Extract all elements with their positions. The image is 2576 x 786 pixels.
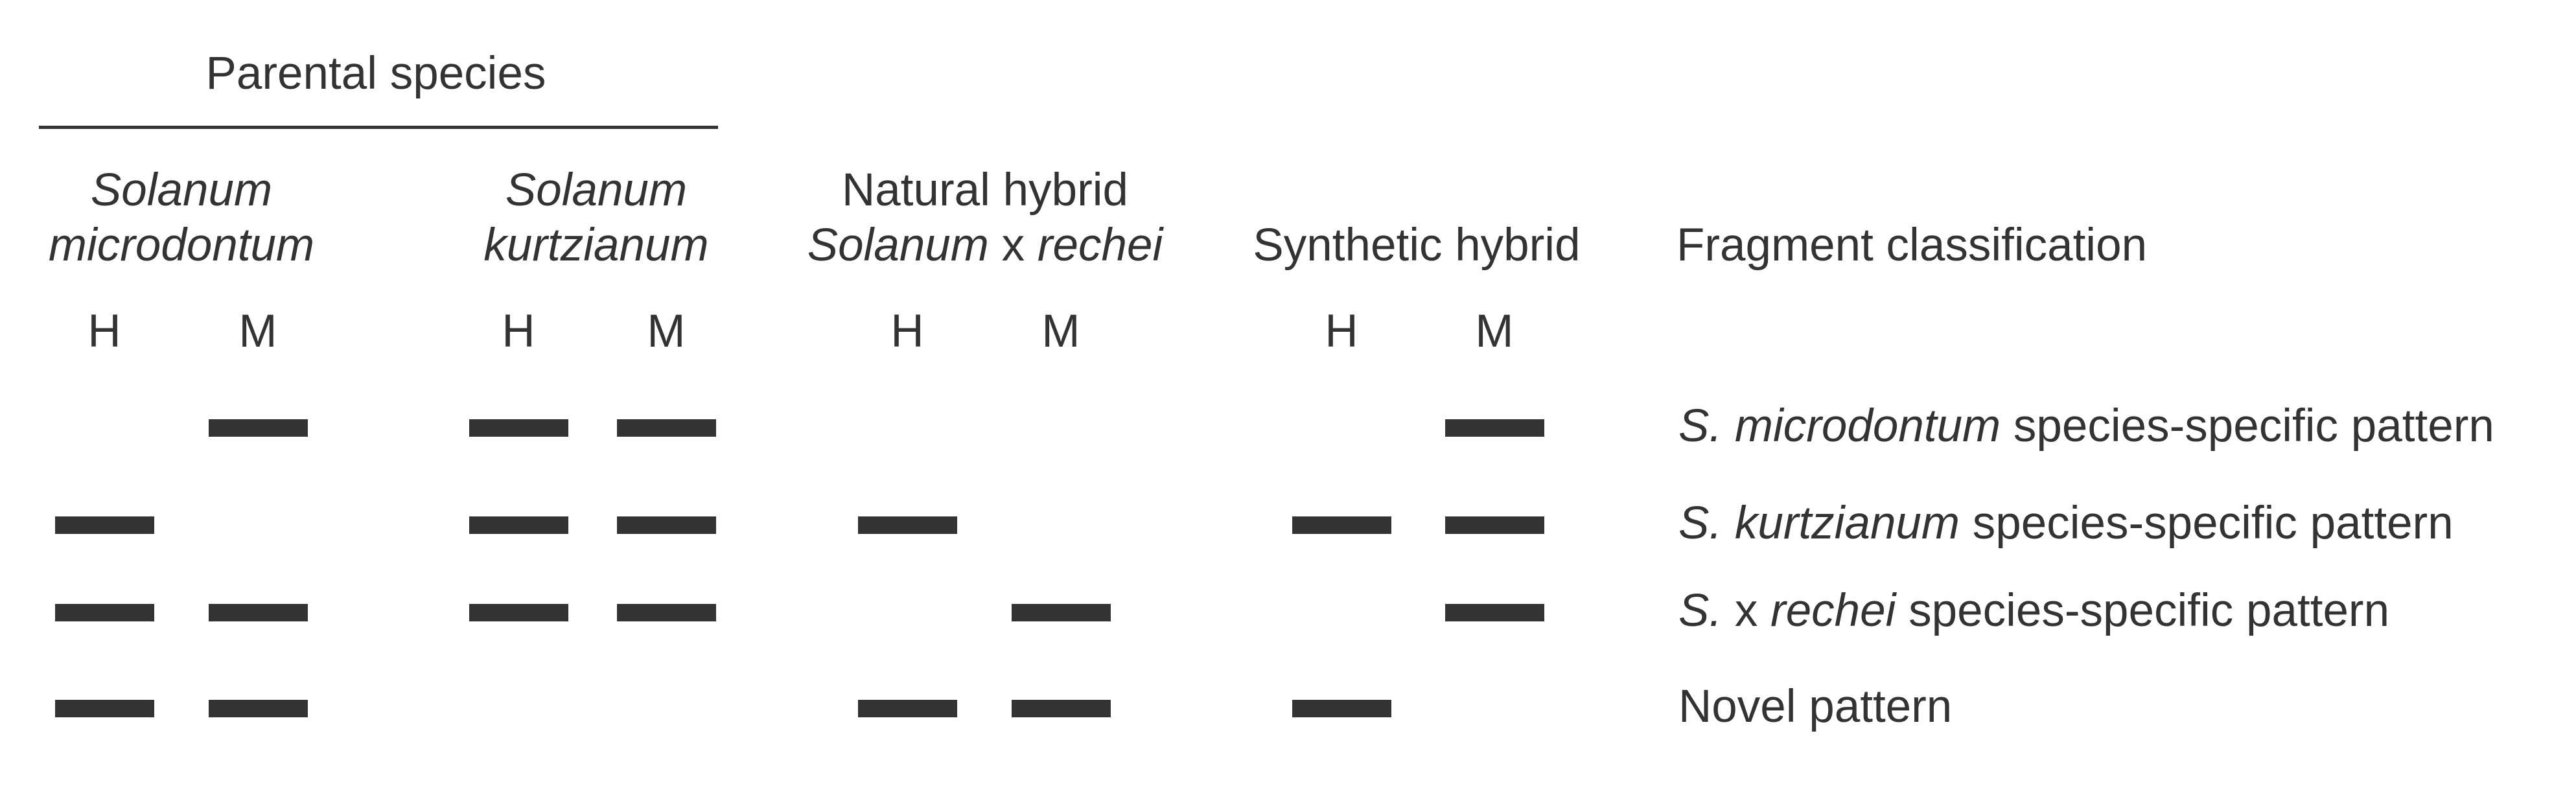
band (616, 516, 716, 534)
band (54, 700, 154, 717)
label-segment: rechei (1770, 585, 1896, 636)
band (616, 604, 716, 621)
row-classification-label: Novel pattern (1678, 684, 1952, 730)
lane-label-m: M (1475, 306, 1514, 357)
band (54, 604, 154, 621)
lane-label-h: H (1325, 306, 1358, 357)
label-segment: rechei (1037, 220, 1163, 271)
lane-label-m: M (647, 306, 686, 357)
label-segment: kurtzianum (1734, 498, 1960, 549)
column-header-1-label-line1: Solanum (91, 167, 272, 213)
lane-label-m: M (238, 306, 277, 357)
lane-label-h: H (890, 306, 924, 357)
band (469, 604, 568, 621)
label-segment: S. (1678, 585, 1723, 636)
band (208, 604, 308, 621)
column-header-4-label-line2: Synthetic hybrid (1253, 222, 1580, 268)
band (1011, 700, 1111, 717)
band (54, 516, 154, 534)
band (1445, 604, 1544, 621)
label-segment: x (1722, 585, 1771, 636)
label-segment: microdontum (1734, 400, 2001, 452)
band (1292, 516, 1391, 534)
column-header-2-label-line1: Solanum (505, 167, 687, 213)
lane-label-h: H (502, 306, 535, 357)
label-segment: Solanum (90, 165, 273, 216)
label-segment: Natural hybrid (842, 165, 1128, 216)
band (616, 419, 716, 437)
band (208, 419, 308, 437)
column-header-2-label-line2: kurtzianum (483, 222, 708, 268)
label-segment: kurtzianum (483, 220, 709, 271)
label-segment (1722, 400, 1735, 452)
band (857, 516, 957, 534)
group-header: Parental species (205, 48, 546, 99)
lane-label-h: H (87, 306, 121, 357)
label-segment: species-specific pattern (2001, 400, 2494, 452)
label-segment: S. (1678, 400, 1723, 452)
row-classification-label: S. microdontum species-specific pattern (1678, 403, 2494, 449)
label-segment: x (988, 220, 1038, 271)
column-header-3-label-line2: Solanum x rechei (807, 222, 1163, 268)
column-header-3-label-line1: Natural hybrid (842, 167, 1128, 213)
band (469, 419, 568, 437)
band (1445, 516, 1544, 534)
group-underline (39, 126, 718, 129)
classification-header: Fragment classification (1677, 220, 2148, 271)
label-segment: Solanum (505, 165, 688, 216)
row-classification-label: S. kurtzianum species-specific pattern (1678, 500, 2454, 546)
band (469, 516, 568, 534)
label-segment: Solanum (807, 220, 989, 271)
band (857, 700, 957, 717)
label-segment: species-specific pattern (1896, 585, 2390, 636)
column-header-1-label-line2: microdontum (49, 222, 314, 268)
band (1292, 700, 1391, 717)
label-segment (1722, 498, 1735, 549)
label-segment: species-specific pattern (1960, 498, 2454, 549)
lane-label-m: M (1041, 306, 1080, 357)
label-segment: S. (1678, 498, 1723, 549)
label-segment: Synthetic hybrid (1253, 220, 1581, 271)
label-segment: microdontum (48, 220, 315, 271)
row-classification-label: S. x rechei species-specific pattern (1678, 588, 2389, 634)
band (1445, 419, 1544, 437)
label-segment: Novel pattern (1678, 681, 1953, 732)
band (208, 700, 308, 717)
band (1011, 604, 1111, 621)
